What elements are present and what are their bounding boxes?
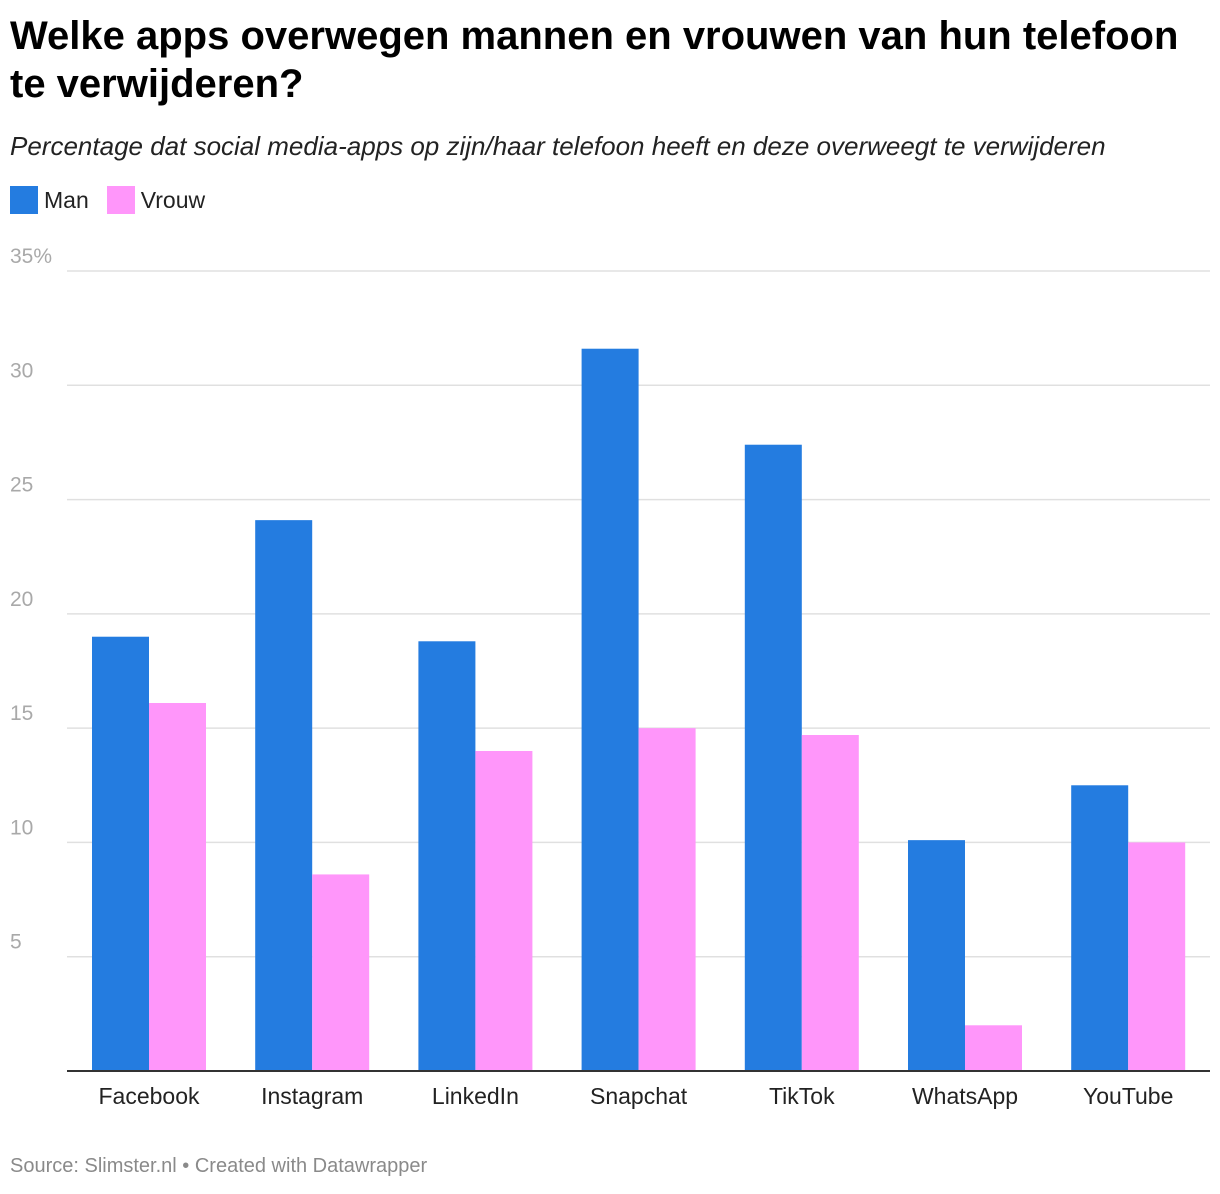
chart-subtitle: Percentage dat social media-apps op zijn… bbox=[10, 131, 1106, 161]
legend-swatch-man bbox=[10, 186, 38, 214]
bar-man-linkedin bbox=[418, 641, 476, 1071]
bar-vrouw-tiktok bbox=[801, 735, 859, 1071]
legend: Man Vrouw bbox=[10, 186, 223, 214]
legend-item-man: Man bbox=[10, 186, 89, 214]
x-tick-label-snapchat: Snapchat bbox=[590, 1083, 688, 1109]
legend-label-man: Man bbox=[44, 186, 89, 213]
bar-man-facebook bbox=[92, 636, 149, 1071]
bar-man-whatsapp bbox=[908, 840, 965, 1071]
x-tick-label-whatsapp: WhatsApp bbox=[912, 1083, 1018, 1109]
y-tick-label-25: 25 bbox=[10, 474, 33, 497]
y-tick-label-35: 35% bbox=[10, 245, 52, 268]
bar-vrouw-youtube bbox=[1128, 842, 1186, 1071]
y-tick-label-20: 20 bbox=[10, 588, 33, 611]
chart-title: Welke apps overwegen mannen en vrouwen v… bbox=[10, 14, 1179, 106]
bar-man-tiktok bbox=[744, 444, 802, 1071]
source-note: Source: Slimster.nl • Created with Dataw… bbox=[10, 1155, 428, 1177]
legend-swatch-vrouw bbox=[106, 186, 135, 214]
y-tick-label-30: 30 bbox=[10, 359, 33, 382]
x-tick-label-youtube: YouTube bbox=[1083, 1083, 1173, 1109]
y-tick-label-15: 15 bbox=[10, 702, 33, 725]
bar-vrouw-whatsapp bbox=[965, 1025, 1022, 1071]
x-tick-label-instagram: Instagram bbox=[261, 1083, 363, 1109]
x-tick-label-tiktok: TikTok bbox=[769, 1083, 835, 1109]
bar-man-instagram bbox=[255, 520, 313, 1071]
y-tick-label-5: 5 bbox=[10, 931, 22, 954]
x-tick-label-linkedin: LinkedIn bbox=[432, 1083, 519, 1109]
bar-vrouw-snapchat bbox=[638, 728, 696, 1071]
bar-vrouw-instagram bbox=[312, 874, 370, 1071]
bar-man-snapchat bbox=[581, 348, 639, 1071]
legend-item-vrouw: Vrouw bbox=[106, 186, 206, 214]
bar-vrouw-linkedin bbox=[475, 751, 533, 1071]
y-tick-label-10: 10 bbox=[10, 816, 33, 839]
legend-label-vrouw: Vrouw bbox=[140, 186, 206, 213]
bar-vrouw-facebook bbox=[149, 703, 206, 1071]
x-tick-label-facebook: Facebook bbox=[98, 1083, 200, 1109]
bar-man-youtube bbox=[1071, 785, 1129, 1071]
